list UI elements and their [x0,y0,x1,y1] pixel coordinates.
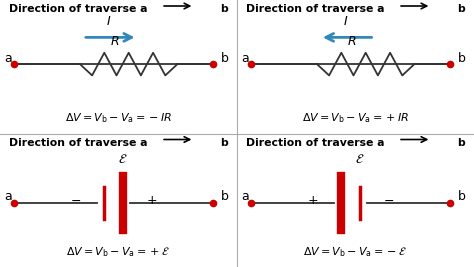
Text: b: b [220,190,228,203]
Text: $+$: $+$ [307,194,319,207]
Text: b: b [220,138,228,147]
Text: a: a [242,190,249,203]
Text: b: b [457,4,465,14]
Text: a: a [5,190,12,203]
Text: b: b [457,52,465,65]
Text: b: b [457,138,465,147]
Text: $\Delta V = V_{\rm b} - V_{\rm a} = +IR$: $\Delta V = V_{\rm b} - V_{\rm a} = +IR$ [302,112,409,125]
Text: $\Delta V = V_{\rm b} - V_{\rm a} = -IR$: $\Delta V = V_{\rm b} - V_{\rm a} = -IR$ [65,112,172,125]
Text: b: b [457,190,465,203]
Text: $+$: $+$ [146,194,157,207]
Text: $\mathcal{E}$: $\mathcal{E}$ [356,152,365,166]
Text: $\Delta V = V_{\rm b} - V_{\rm a} = +\mathcal{E}$: $\Delta V = V_{\rm b} - V_{\rm a} = +\ma… [66,245,171,259]
Text: $-$: $-$ [383,194,394,207]
Text: $I$: $I$ [343,15,349,28]
Text: Direction of traverse a: Direction of traverse a [9,4,148,14]
Text: $\Delta V = V_{\rm b} - V_{\rm a} = -\mathcal{E}$: $\Delta V = V_{\rm b} - V_{\rm a} = -\ma… [303,245,408,259]
Text: b: b [220,4,228,14]
Text: a: a [242,52,249,65]
Text: $\mathcal{E}$: $\mathcal{E}$ [118,152,128,166]
Text: Direction of traverse a: Direction of traverse a [246,138,385,147]
Text: a: a [5,52,12,65]
Text: Direction of traverse a: Direction of traverse a [246,4,385,14]
Text: Direction of traverse a: Direction of traverse a [9,138,148,147]
Text: $-$: $-$ [70,194,82,207]
Text: b: b [220,52,228,65]
Text: $R$: $R$ [109,35,119,48]
Text: $R$: $R$ [346,35,356,48]
Text: $I$: $I$ [106,15,112,28]
